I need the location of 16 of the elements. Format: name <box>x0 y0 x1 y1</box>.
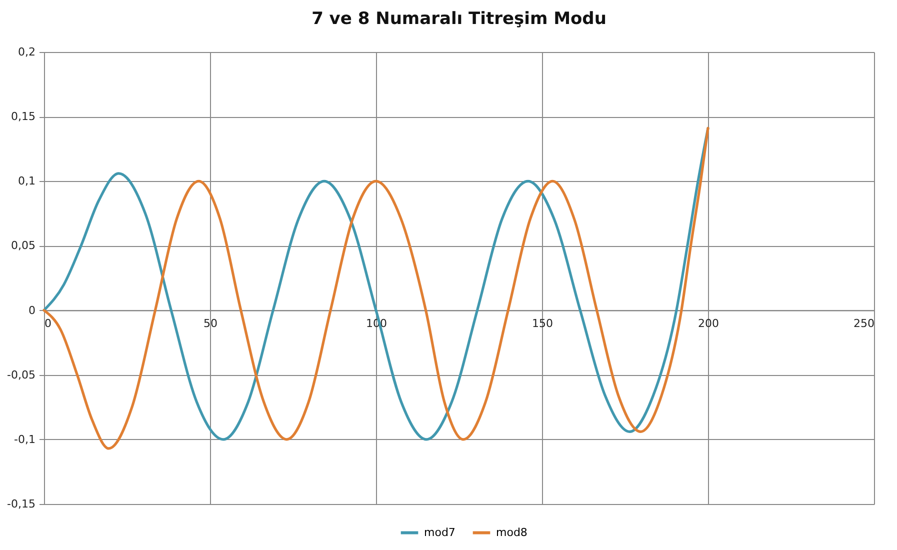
x-tick-label: 150 <box>532 316 553 330</box>
y-tick-label: 0,15 <box>11 110 36 124</box>
y-tick-label: 0,1 <box>18 174 36 188</box>
x-tick-label: 200 <box>698 316 719 330</box>
legend-label: mod7 <box>424 526 456 539</box>
y-tick-label: 0 <box>28 304 36 317</box>
y-tick-label: -0,05 <box>7 368 36 382</box>
x-tick-label: 250 <box>854 316 874 330</box>
x-tick-label: 50 <box>204 316 218 330</box>
chart-title: 7 ve 8 Numaralı Titreşim Modu <box>312 9 606 29</box>
x-tick-label: 0 <box>44 316 52 330</box>
y-tick-label: -0,1 <box>14 432 36 446</box>
y-tick-label: -0,15 <box>7 498 36 510</box>
y-tick-label: 0,05 <box>11 239 36 252</box>
legend-label: mod8 <box>496 526 528 539</box>
y-tick-label: 0,2 <box>18 46 36 58</box>
